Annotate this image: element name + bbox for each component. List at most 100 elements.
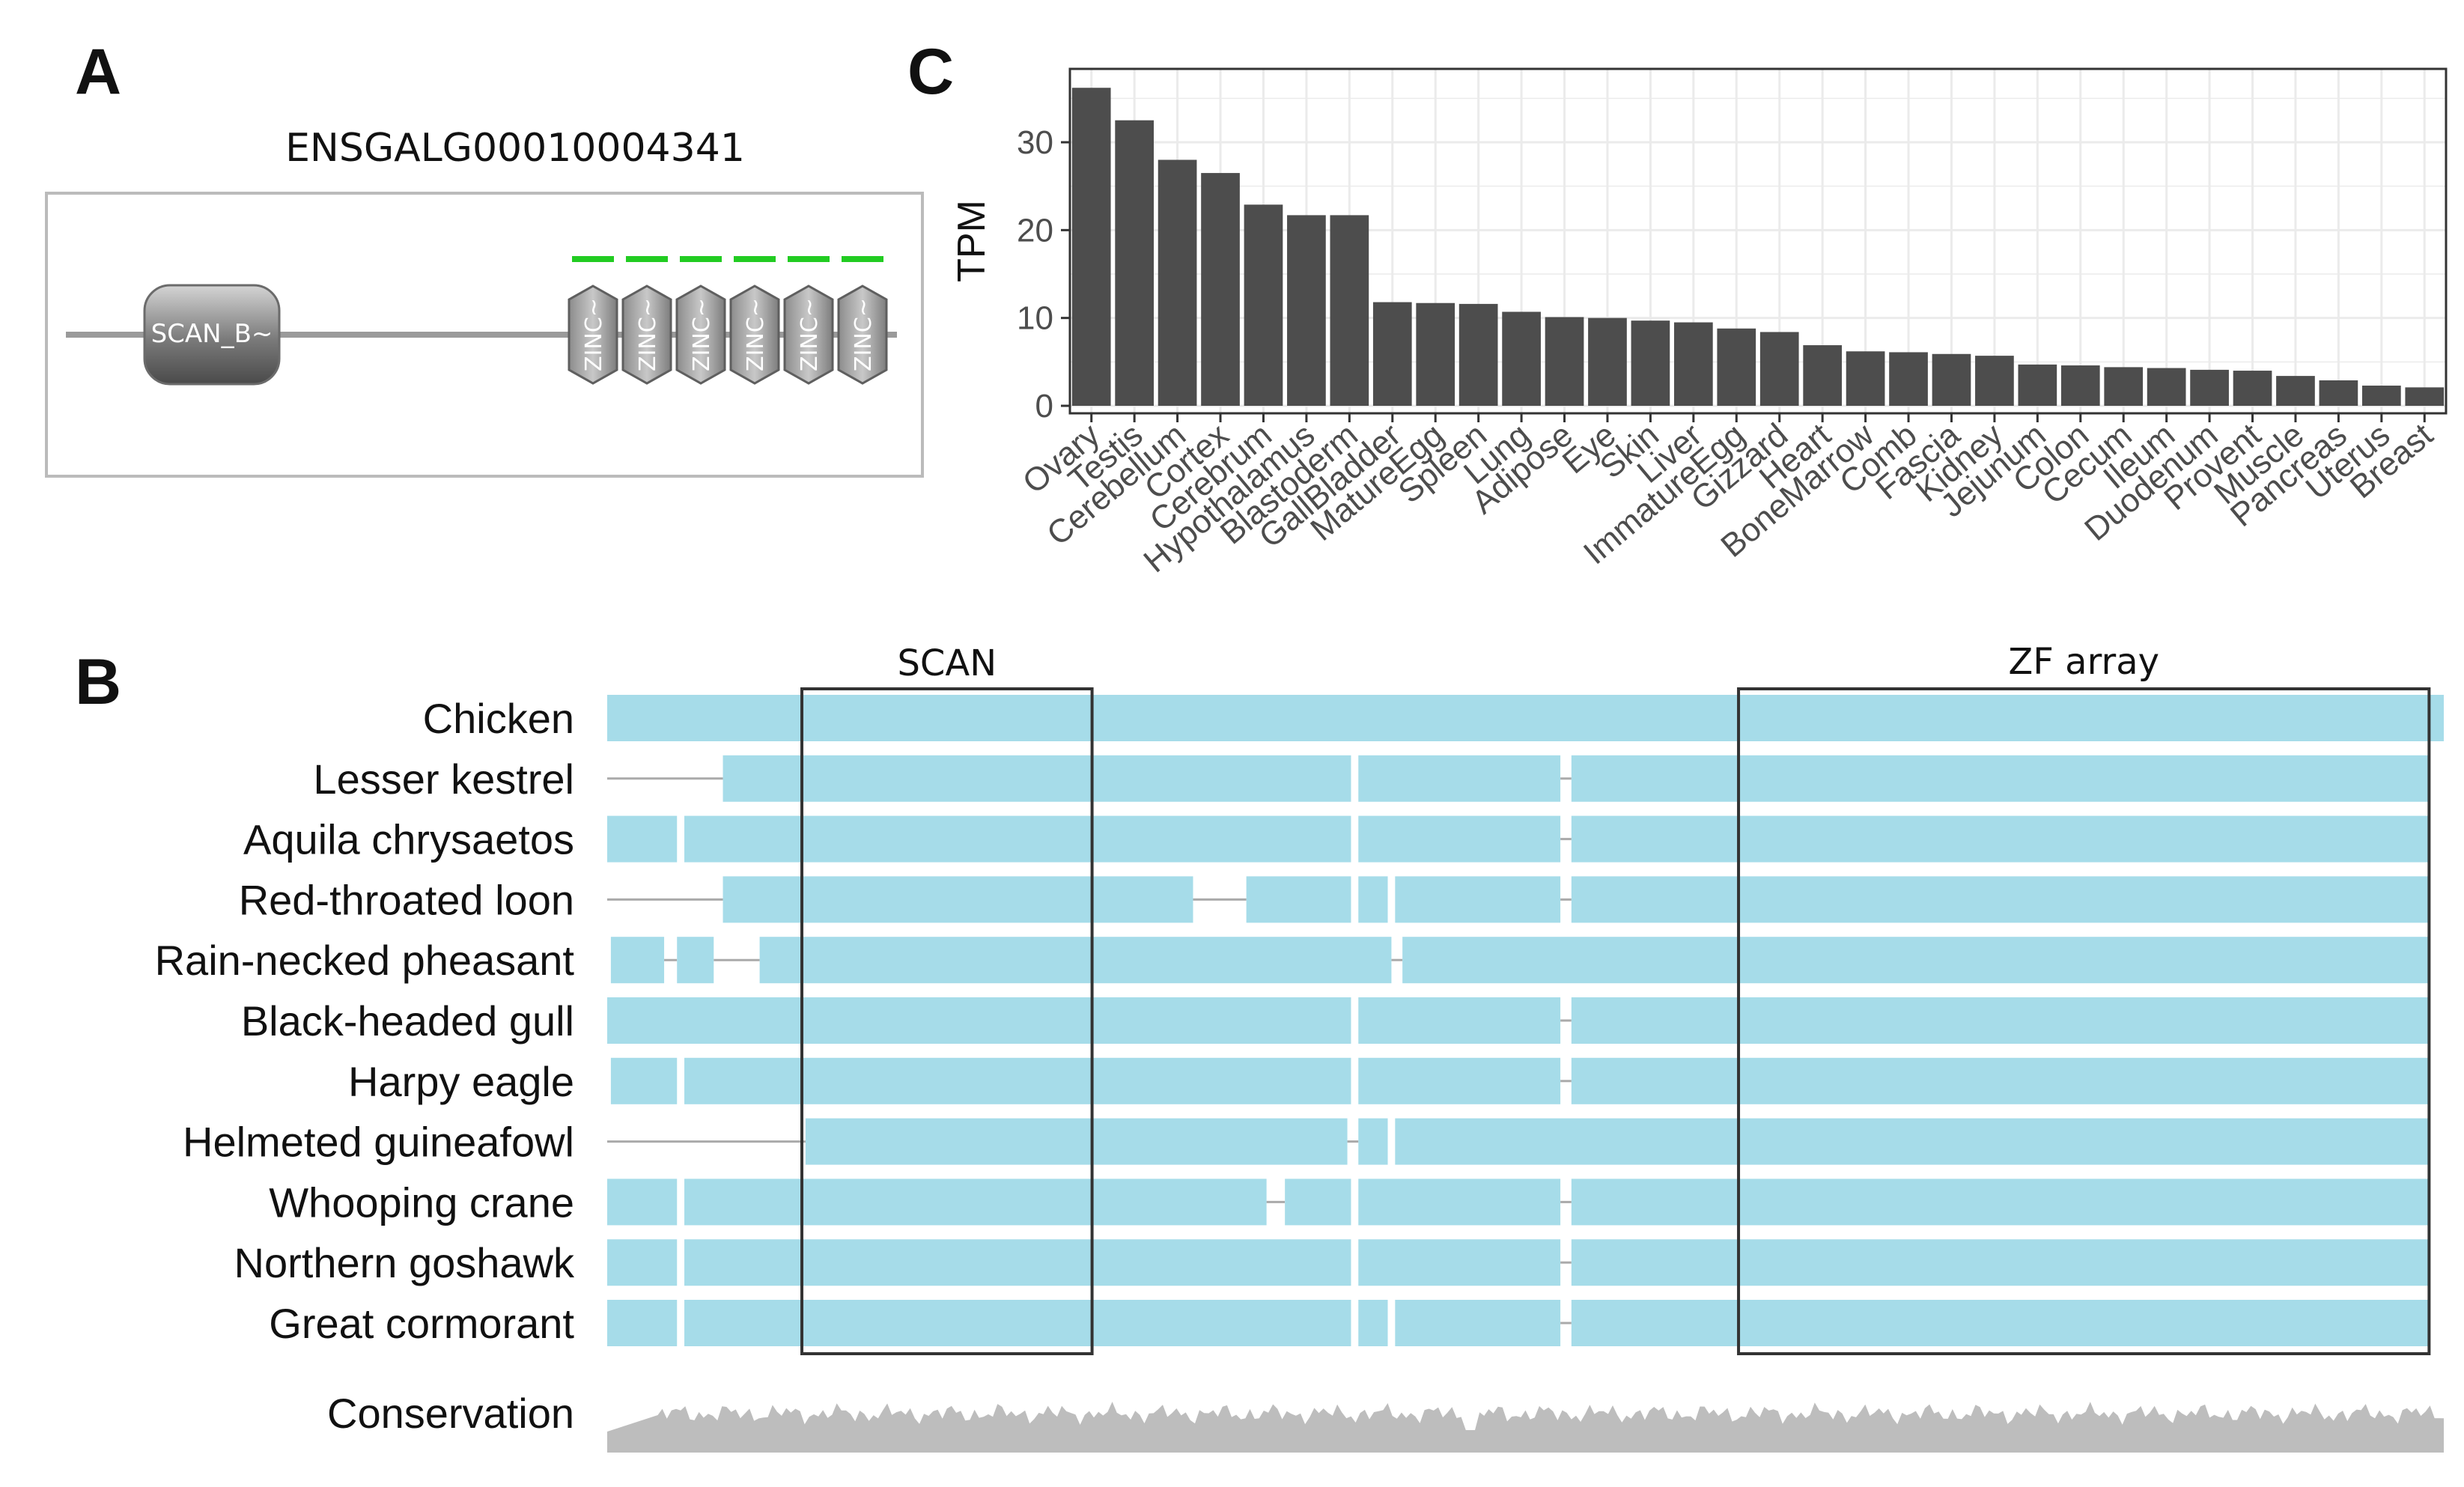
bar-heart: [1803, 345, 1843, 406]
bar-liver: [1673, 322, 1713, 406]
panel-c: C 0 10 20 30 OvaryTestisCerebellumCortexCer…: [907, 36, 2448, 580]
bar-gizzard: [1759, 332, 1799, 406]
alignment-block: [1358, 1057, 1561, 1104]
zinc-finger-domain-shape: [729, 285, 780, 385]
zinc-finger-domains: ZINC~ ZINC~ ZINC~ ZINC~ ZINC~ ZINC~: [568, 256, 888, 385]
bar-uterus: [2361, 386, 2401, 406]
bar-gallbladder: [1372, 302, 1412, 406]
panel-b-letter: B: [75, 646, 121, 718]
alignment-block: [1395, 1300, 1561, 1346]
scan-domain-shape: [143, 284, 281, 386]
bar-cecum: [2104, 367, 2144, 406]
alignment-row: Northern goshawk: [234, 1239, 2430, 1286]
species-label: Harpy eagle: [348, 1058, 574, 1105]
species-label: Black-headed gull: [241, 997, 574, 1044]
species-label: Chicken: [423, 695, 574, 742]
bar-immatureegg: [1717, 328, 1756, 406]
zinc-finger-label: ZINC~: [743, 298, 769, 371]
alignment-block: [805, 1118, 1348, 1165]
alignment-block: [1395, 876, 1561, 923]
bar-provent: [2233, 371, 2272, 406]
alignment-block: [607, 1179, 678, 1226]
alignment-block: [607, 695, 2444, 741]
alignment-block: [684, 1057, 1351, 1104]
zinc-finger-label: ZINC~: [689, 298, 715, 371]
alignment-block: [759, 937, 1392, 984]
alignment-row: Great cormorant: [269, 1300, 2430, 1347]
chart-plot-border: [1068, 67, 2448, 415]
bar-jejunum: [2018, 364, 2057, 406]
alignment-block: [1571, 815, 2430, 863]
gene-id-title: ENSGALG00010004341: [285, 126, 745, 171]
bar-muscle: [2276, 376, 2315, 406]
zinc-finger-domain-shape: [621, 285, 672, 385]
alignment-rows: Chicken Lesser kestrel Aquila chrysaetos Re…: [155, 695, 2444, 1347]
zinc-finger-label: ZINC~: [851, 298, 877, 371]
species-label: Aquila chrysaetos: [243, 816, 574, 863]
bar-cerebellum: [1158, 159, 1197, 406]
alignment-block: [1358, 876, 1388, 923]
alignment-block: [1285, 1179, 1351, 1226]
bar-kidney: [1975, 356, 2014, 406]
alignment-block: [1358, 1300, 1388, 1346]
alignment-row: Black-headed gull: [241, 997, 2430, 1044]
alignment-block: [1571, 1239, 2430, 1286]
alignment-block: [610, 1057, 678, 1104]
alignment-block: [607, 815, 678, 863]
alignment-block: [1358, 997, 1561, 1044]
bar-skin: [1631, 320, 1670, 406]
bar-testis: [1115, 120, 1155, 406]
alignment-block: [684, 1179, 1267, 1226]
species-label: Red-throated loon: [239, 876, 574, 923]
bar-adipose: [1545, 317, 1584, 406]
alignment-block: [684, 1239, 1351, 1286]
species-label: Helmeted guineafowl: [183, 1119, 574, 1166]
alignment-block: [677, 937, 714, 984]
zinc-finger-label: ZINC~: [635, 298, 661, 371]
chart-bars: [1071, 88, 2445, 407]
alignment-block: [1246, 876, 1351, 923]
conservation-label: Conservation: [327, 1390, 574, 1437]
bar-cerebrum: [1244, 204, 1283, 406]
alignment-block: [1571, 755, 2430, 802]
bar-matureegg: [1416, 302, 1455, 406]
alignment-row: Harpy eagle: [348, 1057, 2430, 1105]
bar-colon: [2060, 365, 2100, 406]
species-label: Great cormorant: [269, 1300, 574, 1347]
zinc-finger-domain-shape: [568, 285, 618, 385]
chart-y-ticks: 0 10 20 30: [1017, 124, 1070, 425]
panel-a-letter: A: [75, 36, 121, 108]
scan-domain-label: SCAN_B~: [151, 319, 273, 349]
alignment-row: Rain-necked pheasant: [155, 937, 2430, 984]
bar-spleen: [1458, 303, 1498, 406]
chart-x-ticks: OvaryTestisCerebellumCortexCerebrumHypot…: [1016, 413, 2440, 580]
alignment-block: [1402, 937, 2430, 984]
panel-a: A ENSGALG00010004341 SCAN_B~ ZINC~ ZINC~ Z…: [45, 36, 924, 478]
alignment-block: [684, 815, 1351, 863]
zinc-finger-domain-shape: [675, 285, 726, 385]
bar-hypothalamus: [1287, 215, 1326, 406]
alignment-block: [1571, 1057, 2430, 1104]
alignment-block: [1358, 815, 1561, 863]
alignment-block: [1571, 876, 2430, 923]
alignment-block: [723, 755, 1351, 802]
species-label: Lesser kestrel: [313, 755, 574, 803]
bar-lung: [1502, 311, 1541, 406]
alignment-block: [1571, 1179, 2430, 1226]
alignment-block: [607, 1300, 678, 1346]
alignment-block: [1571, 1300, 2430, 1346]
panel-b: B Chicken Lesser kestrel Aquila chrysaetos…: [75, 641, 2444, 1453]
scan-region-box: [800, 687, 1094, 1355]
alignment-block: [1358, 1179, 1561, 1226]
alignment-row: Helmeted guineafowl: [183, 1118, 2430, 1166]
zinc-finger-label: ZINC~: [797, 298, 823, 371]
alignment-row: Chicken: [423, 695, 2444, 742]
alignment-row: Whooping crane: [269, 1179, 2430, 1226]
y-tick-label: 10: [1017, 300, 1053, 337]
zf-box-label: ZF array: [2008, 641, 2159, 683]
bar-bonemarrow: [1846, 351, 1885, 406]
bar-comb: [1889, 352, 1928, 406]
bar-eye: [1588, 317, 1627, 406]
alignment-block: [1358, 1118, 1388, 1165]
